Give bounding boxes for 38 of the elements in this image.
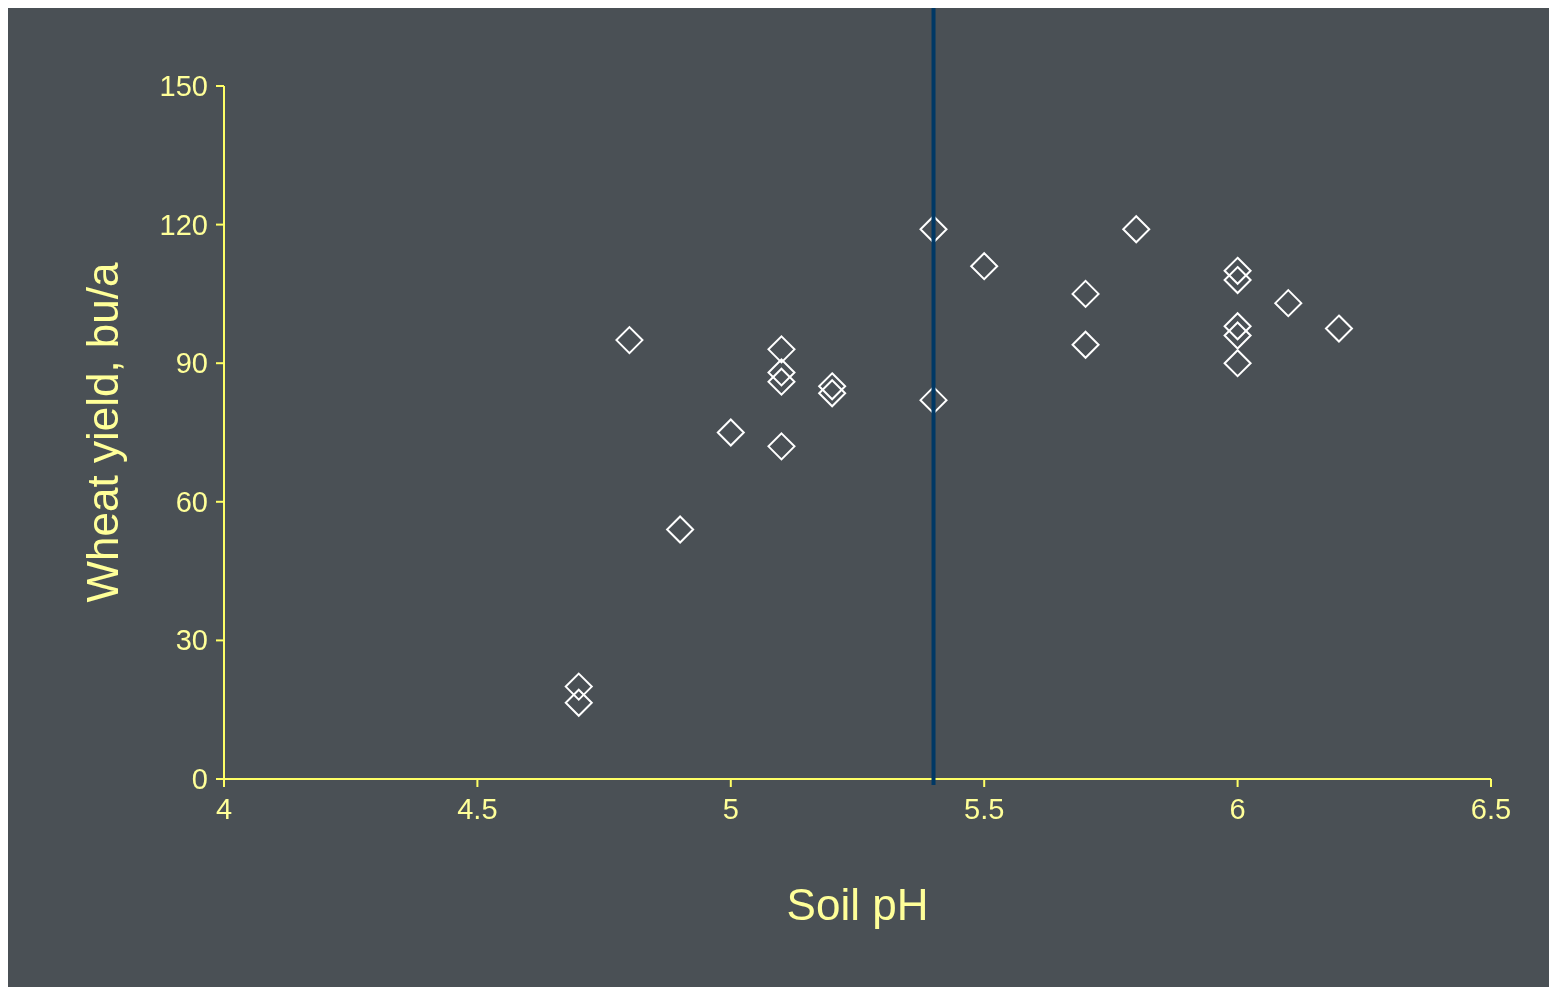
point [767, 432, 796, 461]
y-tick-label: 150 [159, 70, 208, 102]
x-tick-label: 5 [722, 793, 739, 825]
x-tick-label: 5.5 [964, 793, 1005, 825]
point [818, 372, 847, 401]
x-tick-label: 6 [1229, 793, 1246, 825]
y-tick-label: 0 [191, 763, 208, 795]
x-axis-title: Soil pH [786, 880, 929, 929]
point [564, 688, 593, 717]
point [564, 672, 593, 701]
point [1071, 279, 1100, 308]
point [970, 252, 999, 281]
point [1223, 321, 1252, 350]
point [666, 515, 695, 544]
y-tick-label: 30 [175, 624, 208, 657]
point [767, 367, 796, 396]
point [1122, 215, 1151, 244]
point [1274, 289, 1303, 318]
point [1071, 330, 1100, 359]
point [767, 358, 796, 387]
point [1324, 314, 1353, 343]
y-tick-label: 120 [159, 208, 208, 241]
point [615, 326, 644, 355]
x-tick-label: 4 [215, 793, 233, 825]
point [919, 386, 948, 415]
x-tick-label: 4.5 [457, 793, 498, 825]
point [919, 215, 948, 244]
y-tick-label: 90 [175, 347, 208, 380]
y-axis-title: Wheat yield, bu/a [78, 261, 127, 603]
point [1223, 266, 1252, 295]
point [716, 418, 745, 447]
x-tick-label: 6.5 [1470, 793, 1512, 825]
point [818, 379, 847, 408]
point [767, 335, 796, 364]
point [1223, 312, 1252, 341]
point [1223, 349, 1252, 378]
point [1223, 256, 1252, 285]
y-tick-label: 60 [175, 485, 208, 518]
